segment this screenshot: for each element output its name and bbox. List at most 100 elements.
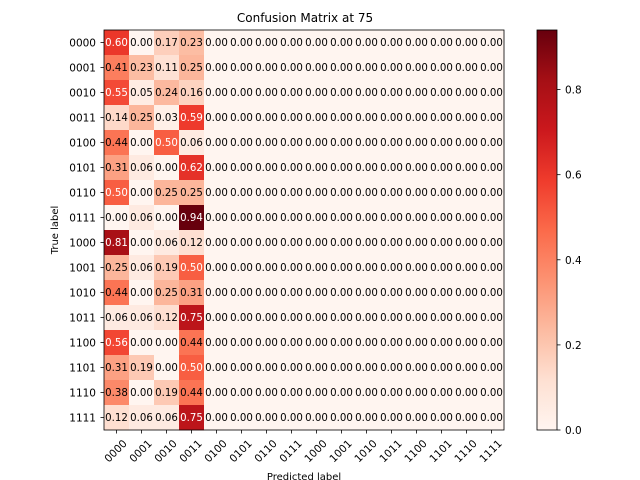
heatmap-cell: [204, 330, 230, 356]
x-tick-label: 0100: [202, 438, 229, 465]
cell-value-label: 0.00: [405, 338, 428, 349]
heatmap-cell: [304, 380, 330, 406]
cell-value-label: 0.03: [155, 113, 178, 124]
heatmap-cell: [404, 205, 430, 231]
y-tick-label: 0000: [69, 38, 96, 50]
cell-value-label: 0.00: [455, 213, 478, 224]
heatmap-cell: [479, 405, 505, 431]
heatmap-cell: [479, 155, 505, 181]
heatmap-cell: [104, 280, 130, 306]
heatmap-cell: [204, 55, 230, 81]
heatmap-cell: [279, 105, 305, 131]
cell-value-label: 0.00: [405, 238, 428, 249]
cell-value-label: 0.00: [330, 263, 353, 274]
cell-value-label: 0.44: [105, 288, 128, 299]
cell-value-label: 0.00: [355, 213, 378, 224]
heatmap-cell: [404, 30, 430, 56]
heatmap-cell: [179, 30, 205, 56]
cell-value-label: 0.00: [205, 313, 228, 324]
cell-value-label: 0.41: [105, 63, 128, 74]
x-tick-label: 1010: [352, 438, 379, 465]
heatmap-cell: [179, 255, 205, 281]
heatmap-cell: [229, 205, 255, 231]
heatmap-cell: [129, 155, 155, 181]
cell-value-label: 0.00: [205, 263, 228, 274]
cell-value-label: 0.00: [280, 63, 303, 74]
heatmap-cell: [454, 180, 480, 206]
cell-value-label: 0.00: [205, 288, 228, 299]
heatmap-cell: [479, 55, 505, 81]
cell-value-label: 0.00: [230, 63, 253, 74]
cell-value-label: 0.00: [480, 338, 503, 349]
heatmap-cell: [254, 30, 280, 56]
cell-value-label: 0.16: [180, 88, 203, 99]
cell-value-label: 0.00: [230, 263, 253, 274]
heatmap-cell: [404, 305, 430, 331]
cell-value-label: 0.00: [305, 188, 328, 199]
cell-value-label: 0.00: [355, 63, 378, 74]
heatmap-cell: [379, 130, 405, 156]
heatmap-cell: [329, 30, 355, 56]
heatmap-cell: [129, 355, 155, 381]
y-tick-label: 0110: [69, 188, 96, 200]
heatmap-cell: [129, 105, 155, 131]
heatmap-cell: [354, 405, 380, 431]
x-tick-label: 1000: [302, 438, 329, 465]
heatmap-cell: [204, 355, 230, 381]
cell-value-label: 0.00: [380, 138, 403, 149]
heatmap-cell: [154, 180, 180, 206]
cell-value-label: 0.00: [255, 363, 278, 374]
cell-value-label: 0.00: [480, 138, 503, 149]
cell-value-label: 0.00: [280, 388, 303, 399]
cell-value-label: 0.00: [430, 38, 453, 49]
heatmap-cell: [304, 180, 330, 206]
cell-value-label: 0.00: [305, 88, 328, 99]
cell-value-label: 0.00: [130, 288, 153, 299]
heatmap-cell: [479, 80, 505, 106]
cell-value-label: 0.00: [330, 238, 353, 249]
cell-value-label: 0.00: [230, 413, 253, 424]
heatmap-cell: [179, 55, 205, 81]
heatmap-cell: [154, 130, 180, 156]
cell-value-label: 0.00: [430, 188, 453, 199]
cell-value-label: 0.00: [330, 413, 353, 424]
cell-value-label: 0.00: [405, 113, 428, 124]
cell-value-label: 0.00: [230, 388, 253, 399]
cell-value-label: 0.00: [380, 413, 403, 424]
cell-value-label: 0.00: [480, 63, 503, 74]
heatmap-cell: [154, 105, 180, 131]
cell-value-label: 0.00: [480, 413, 503, 424]
cell-value-label: 0.25: [105, 263, 128, 274]
heatmap-cell: [429, 305, 455, 331]
heatmap-cell: [304, 355, 330, 381]
heatmap-cell: [479, 255, 505, 281]
cell-value-label: 0.00: [205, 113, 228, 124]
heatmap-cell: [179, 130, 205, 156]
heatmap-cell: [479, 180, 505, 206]
heatmap-cell: [379, 205, 405, 231]
cell-value-label: 0.00: [455, 138, 478, 149]
heatmap-cell: [329, 305, 355, 331]
heatmap-cell: [279, 130, 305, 156]
x-tick-label: 1011: [377, 438, 404, 465]
heatmap-cell: [179, 355, 205, 381]
cell-value-label: 0.00: [330, 188, 353, 199]
cell-value-label: 0.00: [205, 188, 228, 199]
heatmap-cell: [304, 205, 330, 231]
heatmap-cell: [354, 280, 380, 306]
heatmap-cell: [304, 105, 330, 131]
heatmap-cell: [154, 305, 180, 331]
cell-value-label: 0.00: [355, 338, 378, 349]
heatmap-cell: [279, 405, 305, 431]
cell-value-label: 0.00: [455, 88, 478, 99]
heatmap-cell: [454, 405, 480, 431]
cell-value-label: 0.00: [255, 163, 278, 174]
cell-value-label: 0.00: [480, 113, 503, 124]
cell-value-label: 0.00: [255, 238, 278, 249]
cell-value-label: 0.00: [405, 88, 428, 99]
heatmap-cell: [404, 230, 430, 256]
heatmap-cell: [254, 80, 280, 106]
cell-value-label: 0.00: [255, 338, 278, 349]
y-tick-label: 1100: [69, 338, 96, 350]
cell-value-label: 0.23: [180, 38, 203, 49]
